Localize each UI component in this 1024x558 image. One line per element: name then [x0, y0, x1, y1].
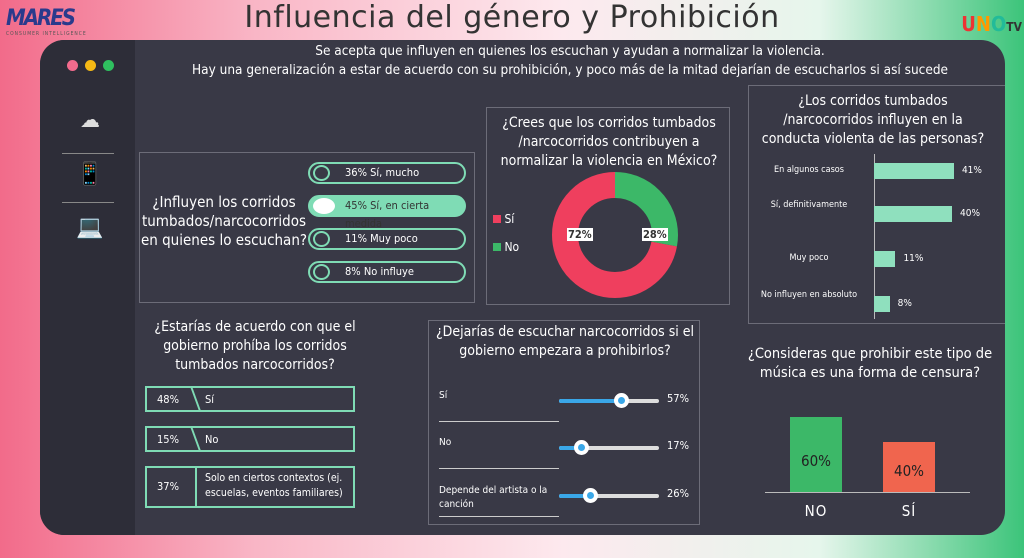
main-panel: ☁ 📱 💻 Se acepta que influyen en quienes … [40, 40, 1005, 535]
q3-bar [874, 251, 896, 267]
sidebar: ☁ 📱 💻 [40, 40, 135, 535]
legend-yes-label: Sí [504, 212, 515, 226]
sidebar-divider [62, 202, 114, 203]
subtitle-line-2: Hay una generalización a estar de acuerd… [192, 62, 948, 78]
q4-option-pct: 15% [157, 433, 179, 446]
mares-logo-text: MARES [6, 6, 76, 31]
q3-bar [874, 206, 952, 222]
q5-underline [439, 421, 559, 422]
q4-option-label: No [205, 433, 219, 446]
q6-bar: 60% [790, 417, 842, 492]
q5-item-value: 17% [667, 439, 689, 452]
q3-bar [874, 296, 890, 312]
q5-underline [439, 468, 559, 469]
q5-slider-fill [559, 446, 576, 450]
q5-slider-fill [559, 399, 616, 403]
q6-bar-value: 60% [801, 452, 831, 470]
q5-item-label: Sí [439, 390, 448, 401]
q5-card: ¿Dejarías de escuchar narcocorridos si e… [428, 320, 700, 525]
q5-item-label: Depende del artista o la canción [439, 485, 548, 510]
subtitle: Se acepta que influyen en quienes los es… [135, 42, 1005, 80]
q4-question: ¿Estarías de acuerdo con que el gobierno… [154, 319, 356, 373]
q5-question: ¿Dejarías de escuchar narcocorridos si e… [435, 324, 695, 359]
q4-card: ¿Estarías de acuerdo con que el gobierno… [140, 318, 370, 535]
legend-yes: Sí [493, 212, 514, 226]
q3-bar-label: Sí, definitivamente [770, 200, 848, 210]
q3-bar-value: 41% [961, 165, 982, 176]
phone-music-icon[interactable]: 📱 [76, 162, 104, 187]
q5-slider-fill [559, 494, 585, 498]
mares-logo-sub: CONSUMER INTELLIGENCE [6, 31, 87, 37]
legend-no-label: No [504, 240, 520, 254]
q1-option[interactable]: 11% Muy poco [308, 228, 466, 250]
q5-slider-knob[interactable] [614, 393, 629, 408]
q5-slider[interactable] [559, 393, 659, 408]
donut-label-yes: 72% [567, 228, 593, 241]
q5-slider-knob[interactable] [574, 440, 589, 455]
q5-item-value: 57% [667, 392, 689, 405]
laptop-music-icon[interactable]: 💻 [76, 215, 104, 240]
q6-bar-label: SÍ [901, 502, 917, 520]
q4-option[interactable]: 37% Solo en ciertos contextos (ej. escuel… [145, 466, 355, 508]
q3-bar-label: Muy poco [789, 253, 829, 263]
q1-question: ¿Influyen los corridos tumbados/narcocor… [140, 193, 308, 249]
cloud-music-icon[interactable]: ☁ [80, 108, 100, 133]
q1-option[interactable]: 36% Sí, mucho [308, 162, 466, 184]
sidebar-divider [62, 153, 114, 154]
q5-slider-knob[interactable] [583, 488, 598, 503]
q3-bar-value: 11% [903, 253, 924, 264]
q6-bar-label: NO [804, 502, 828, 520]
q5-slider[interactable] [559, 488, 659, 503]
q6-bar-value: 40% [894, 462, 924, 480]
q1-option-selected[interactable]: 45% Sí, en cierta medida [308, 195, 466, 230]
window-dot-yellow [85, 60, 96, 71]
q1-option-label: 11% Muy poco [345, 232, 418, 245]
q3-bar-value: 40% [960, 208, 980, 219]
q3-bar-label: No influyen en absoluto [760, 290, 858, 300]
subtitle-line-1: Se acepta que influyen en quienes los es… [315, 43, 825, 59]
window-dot-green [103, 60, 114, 71]
q1-option-label: 36% Sí, mucho [345, 166, 420, 179]
q2-question: ¿Crees que los corridos tumbados /narcoc… [500, 115, 718, 169]
q1-card: ¿Influyen los corridos tumbados/narcocor… [139, 152, 475, 303]
q1-option[interactable]: 8% No influye [308, 261, 466, 283]
q3-bar [874, 163, 954, 179]
unotv-logo: UNOTV [961, 12, 1022, 36]
q6-bar: 40% [883, 442, 935, 492]
window-dot-red [67, 60, 78, 71]
q3-bar-label: En algunos casos [774, 165, 844, 175]
q4-option-label: Solo en ciertos contextos (ej. escuelas,… [205, 472, 343, 499]
mares-logo: MARES CONSUMER INTELLIGENCE [6, 6, 87, 37]
donut-label-no: 28% [642, 228, 668, 241]
q5-underline [439, 516, 559, 517]
q1-option-label: 45% Sí, en cierta medida [345, 199, 430, 230]
q6-axis [765, 492, 970, 493]
q4-option-pct: 48% [157, 393, 179, 406]
q4-option[interactable]: 48% Sí [145, 386, 355, 412]
q5-slider[interactable] [559, 440, 659, 455]
q6-card: ¿Consideras que prohibir este tipo de mú… [740, 345, 1000, 530]
q2-card: ¿Crees que los corridos tumbados /narcoc… [486, 107, 730, 305]
q3-bar-value: 8% [897, 298, 912, 309]
q3-question: ¿Los corridos tumbados /narcocorridos in… [761, 93, 985, 147]
q4-option-label: Sí [205, 393, 215, 406]
q3-card: ¿Los corridos tumbados /narcocorridos in… [748, 85, 1005, 324]
q6-question: ¿Consideras que prohibir este tipo de mú… [747, 346, 993, 381]
page-title: Influencia del género y Prohibición [244, 0, 780, 35]
q5-item-label: No [439, 437, 452, 448]
q3-axis [874, 154, 875, 319]
q4-option-pct: 37% [157, 480, 179, 493]
q1-option-label: 8% No influye [345, 265, 414, 278]
q5-item-value: 26% [667, 487, 689, 500]
q4-option[interactable]: 15% No [145, 426, 355, 452]
legend-no: No [493, 240, 519, 254]
